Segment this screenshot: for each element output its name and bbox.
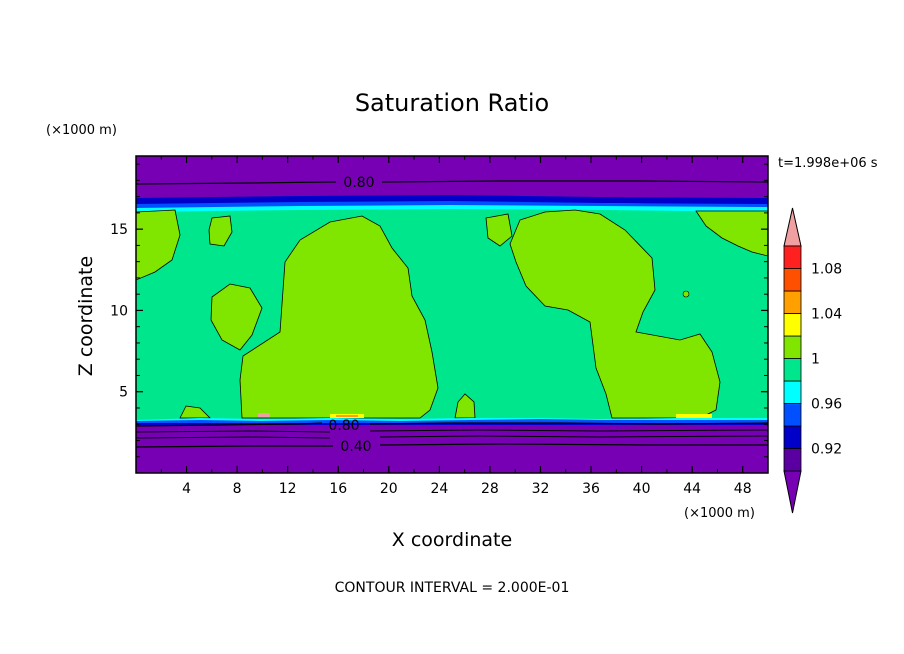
x-tick-label: 40: [633, 481, 651, 497]
colorbar-segment: [783, 313, 802, 337]
moist-patch-large-right: [509, 209, 721, 419]
contour-line-lower-1: [136, 422, 768, 427]
contour-line-lower-2: [136, 429, 768, 433]
x-tick-label: 48: [734, 481, 752, 497]
colorbar-segment: [783, 425, 802, 449]
moist-speck: [682, 290, 690, 298]
colorbar-segment: [783, 403, 802, 427]
x-tick-label: 4: [182, 481, 191, 497]
moist-patch-large-left: [239, 215, 439, 419]
colorbar-tick-label: 1: [811, 352, 820, 368]
x-unit-label: (×1000 m): [684, 506, 755, 521]
moist-patch-1: [136, 209, 181, 281]
x-axis-title: X coordinate: [392, 529, 512, 551]
colorbar-segment: [783, 335, 802, 359]
lower-gradient-lightblue: [136, 419, 768, 424]
contour-line-lower-3: [136, 435, 768, 439]
supersat-spot-4: [676, 414, 712, 418]
time-label: t=1.998e+06 s: [778, 156, 878, 171]
moist-patch-2: [208, 215, 233, 247]
colorbar-segment: [783, 245, 802, 269]
y-tick-label: 15: [110, 222, 128, 238]
contour-interval-label: CONTOUR INTERVAL = 2.000E-01: [335, 580, 570, 596]
x-tick-label: 20: [380, 481, 398, 497]
x-tick-label: 8: [233, 481, 242, 497]
contour-line-upper: [136, 180, 768, 185]
colorbar-segment: [783, 268, 802, 292]
y-tick-label: 5: [119, 385, 128, 401]
x-tick-label: 36: [582, 481, 600, 497]
y-axis: 5 10 15: [110, 163, 768, 458]
colorbar-tick-label: 1.04: [811, 307, 842, 323]
colorbar-under-triangle: [783, 470, 802, 514]
x-axis: 4 8 12 16 20 24 28 32 36 40 44 48: [160, 156, 752, 497]
colorbar-tick-label: 0.92: [811, 442, 842, 458]
contour-label-lower-1: 0.80: [328, 418, 359, 434]
colorbar-segment: [783, 380, 802, 404]
x-tick-label: 16: [329, 481, 347, 497]
moist-patch-4: [485, 213, 513, 247]
x-tick-label: 28: [481, 481, 499, 497]
x-tick-label: 44: [683, 481, 701, 497]
upper-gradient-cyan: [136, 205, 768, 212]
lower-dry-layer: [136, 425, 768, 473]
moist-patch-5: [695, 210, 768, 257]
x-tick-label: 24: [430, 481, 448, 497]
colorbar-tick-label: 0.96: [811, 397, 842, 413]
contour-label-upper: 0.80: [343, 175, 374, 191]
colorbar-tick-label: 1.08: [811, 262, 842, 278]
x-tick-label: 12: [279, 481, 297, 497]
chart-title: Saturation Ratio: [355, 89, 549, 117]
supersat-spot-1: [258, 413, 270, 417]
colorbar-segment: [783, 448, 802, 472]
colorbar-segment: [783, 290, 802, 314]
y-axis-title: Z coordinate: [75, 256, 97, 376]
contour-line-lower-4: [136, 443, 768, 448]
plot-frame: [135, 155, 769, 474]
plot-area: 0.80 0.80 0.40 4 8 12 16 20 24 28 32 36 40 44 48 51…: [110, 155, 769, 497]
x-tick-label: 32: [532, 481, 550, 497]
colorbar-segment: [783, 358, 802, 382]
colorbar-over-triangle: [783, 207, 802, 247]
supersat-spot-3: [336, 415, 358, 417]
moist-patch-3: [210, 283, 263, 351]
y-unit-label: (×1000 m): [46, 123, 117, 138]
colorbar: 0.92 0.96 1 1.04 1.08: [783, 207, 842, 514]
y-tick-label: 10: [110, 303, 128, 319]
contour-label-lower-2: 0.40: [340, 439, 371, 455]
